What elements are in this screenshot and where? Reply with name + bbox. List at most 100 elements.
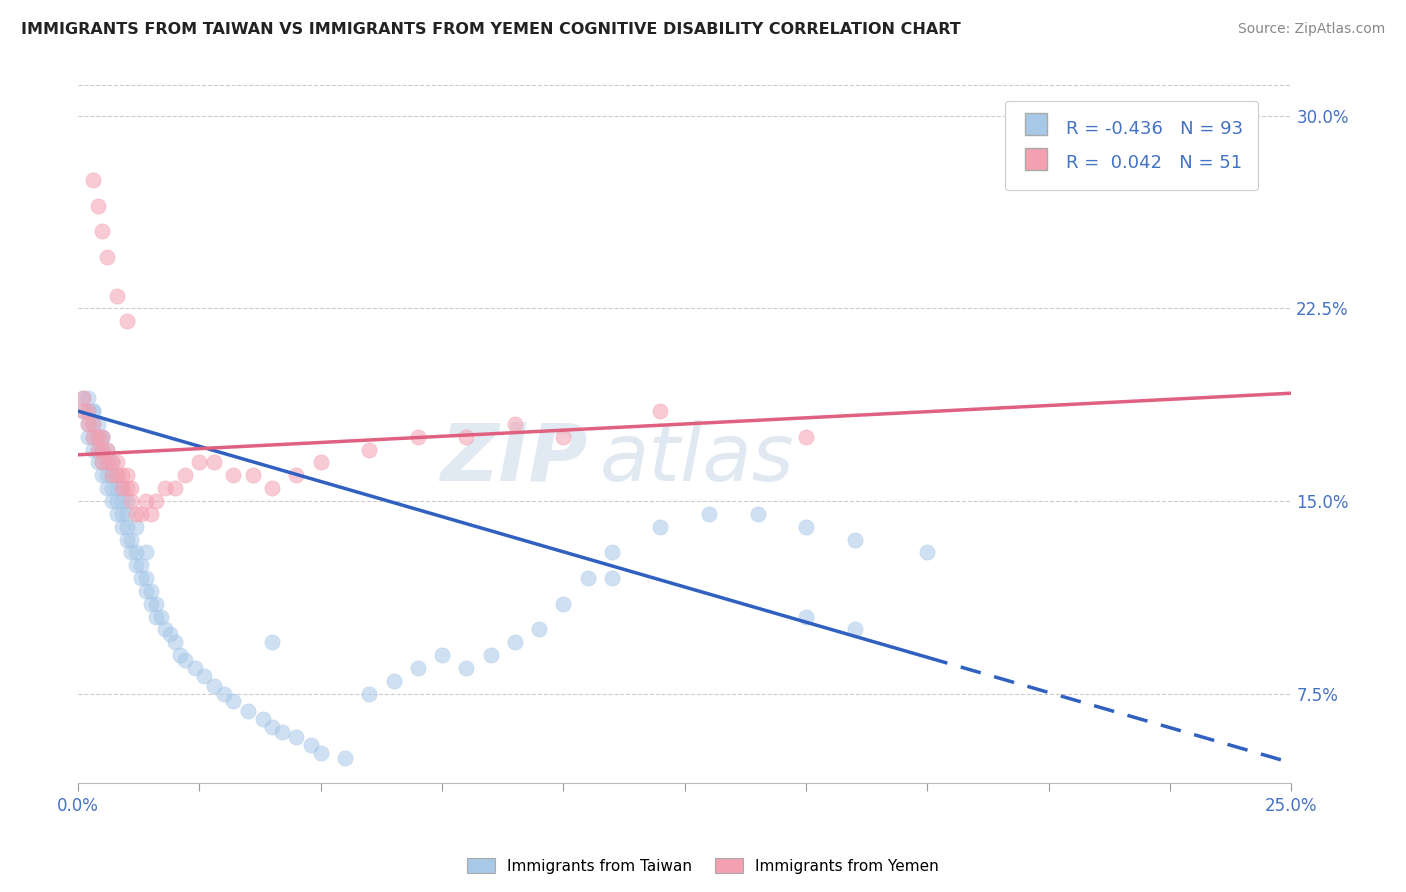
Point (105, 494, 128, 508)
Point (252, 712, 274, 726)
Point (96, 468, 118, 483)
Point (125, 558, 148, 573)
Point (115, 533, 138, 547)
Point (159, 627, 181, 641)
Point (650, 404, 672, 418)
Point (111, 468, 134, 483)
Point (553, 430, 575, 444)
Point (86, 417, 108, 431)
Point (111, 494, 134, 508)
Point (101, 468, 124, 483)
Point (309, 746, 332, 760)
Point (135, 494, 157, 508)
Point (111, 481, 134, 495)
Point (271, 725, 294, 739)
Point (105, 481, 128, 495)
Point (359, 686, 381, 700)
Point (105, 468, 128, 483)
Point (135, 545, 157, 559)
Point (125, 507, 148, 521)
Point (91, 430, 114, 444)
Point (91, 442, 114, 457)
Point (82, 430, 104, 444)
Point (72, 404, 94, 418)
Point (917, 545, 939, 559)
Point (105, 288, 128, 302)
Point (456, 661, 478, 675)
Point (101, 481, 124, 495)
Point (173, 653, 195, 667)
Point (222, 694, 245, 708)
Point (121, 494, 143, 508)
Point (149, 609, 172, 624)
Point (503, 417, 526, 431)
Point (115, 481, 138, 495)
Text: IMMIGRANTS FROM TAIWAN VS IMMIGRANTS FROM YEMEN COGNITIVE DISABILITY CORRELATION: IMMIGRANTS FROM TAIWAN VS IMMIGRANTS FRO… (21, 22, 960, 37)
Point (82, 417, 104, 431)
Point (165, 481, 187, 495)
Point (406, 661, 429, 675)
Point (72, 392, 94, 406)
Point (115, 314, 138, 328)
Point (125, 545, 148, 559)
Point (576, 571, 599, 585)
Point (553, 597, 575, 611)
Point (222, 468, 245, 483)
Point (139, 583, 162, 598)
Point (96, 455, 118, 469)
Point (794, 519, 817, 533)
Point (165, 635, 187, 649)
Point (91, 430, 114, 444)
Point (527, 623, 550, 637)
Point (794, 609, 817, 624)
Point (193, 668, 215, 682)
Point (76, 392, 98, 406)
Point (236, 705, 259, 719)
Point (844, 533, 866, 547)
Point (844, 623, 866, 637)
Point (145, 609, 167, 624)
Point (86, 442, 108, 457)
Text: ZIP: ZIP (440, 419, 588, 498)
Point (479, 648, 502, 662)
Point (86, 455, 108, 469)
Point (129, 558, 152, 573)
Point (105, 507, 128, 521)
Point (129, 507, 152, 521)
Point (359, 442, 381, 457)
Point (262, 635, 284, 649)
Point (121, 533, 143, 547)
Point (169, 648, 191, 662)
Point (115, 468, 138, 483)
Point (382, 673, 405, 688)
Point (600, 545, 623, 559)
Point (96, 455, 118, 469)
Point (135, 571, 157, 585)
Point (242, 468, 264, 483)
Point (503, 635, 526, 649)
Text: atlas: atlas (600, 419, 794, 498)
Point (121, 481, 143, 495)
Point (115, 507, 138, 521)
Point (155, 623, 177, 637)
Point (111, 519, 134, 533)
Point (96, 250, 118, 264)
Point (285, 730, 308, 744)
Point (82, 442, 104, 457)
Point (76, 417, 98, 431)
Point (456, 430, 478, 444)
Point (794, 430, 817, 444)
Point (101, 455, 124, 469)
Point (139, 597, 162, 611)
Point (96, 481, 118, 495)
Point (173, 468, 195, 483)
Point (76, 417, 98, 431)
Point (86, 430, 108, 444)
Point (86, 442, 108, 457)
Point (86, 199, 108, 213)
Point (406, 430, 429, 444)
Point (96, 442, 118, 457)
Text: Source: ZipAtlas.com: Source: ZipAtlas.com (1237, 22, 1385, 37)
Point (86, 430, 108, 444)
Point (121, 545, 143, 559)
